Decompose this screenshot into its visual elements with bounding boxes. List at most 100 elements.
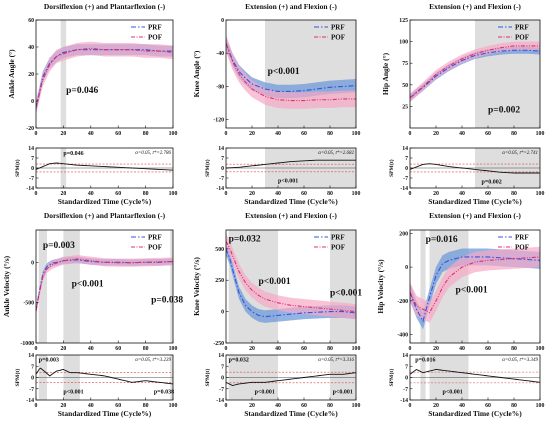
p-value-annotation: p=0.046 <box>63 151 83 157</box>
y-tick-label: -20 <box>26 126 34 132</box>
p-value-annotation: p<0.001 <box>333 390 353 396</box>
p-value-annotation: p<0.001 <box>443 390 463 396</box>
y-tick-label: -7 <box>219 387 224 393</box>
x-tick-label: 60 <box>485 191 491 197</box>
y-tick-label: 0 <box>221 166 224 172</box>
x-tick-label: 40 <box>459 403 465 409</box>
y-tick-label: 125 <box>399 18 408 24</box>
y-tick-label: 7 <box>31 364 34 370</box>
x-tick-label: 40 <box>275 346 281 352</box>
x-tick-label: 80 <box>327 403 333 409</box>
y-tick-label: 14 <box>28 146 34 152</box>
x-tick-label: 100 <box>169 403 178 409</box>
x-tick-label: 100 <box>352 191 361 197</box>
x-tick-label: 80 <box>143 191 149 197</box>
y-tick-label: -7 <box>403 176 408 182</box>
y-tick-label: 14 <box>28 353 34 359</box>
y-tick-label: 0 <box>405 166 408 172</box>
y-tick-label: 7 <box>405 364 408 370</box>
legend-label-pof: POF <box>331 34 345 42</box>
y-tick-label: 50 <box>402 83 408 89</box>
y-tick-label: -7 <box>219 176 224 182</box>
p-value-annotation: p<0.001 <box>259 277 291 287</box>
x-tick-label: 40 <box>88 403 94 409</box>
y-axis-label: SPM{t} <box>205 159 211 177</box>
x-tick-label: 100 <box>536 403 545 409</box>
y-tick-label: -400 <box>397 333 408 339</box>
x-tick-label: 40 <box>459 131 465 137</box>
x-tick-label: 40 <box>88 131 94 137</box>
spm-curve <box>36 162 173 171</box>
sd-band-pof <box>226 233 356 320</box>
panel-knee_angle: 0 20 40 60 80 100 -120 -80 -40 0 Knee Angle (°) Ext… <box>192 2 360 137</box>
legend-label-prf: PRF <box>148 234 162 242</box>
p-value-annotation: p=0.032 <box>229 234 261 244</box>
x-tick-label: 100 <box>352 346 361 352</box>
axes-frame <box>225 19 357 129</box>
significance-region <box>60 20 67 128</box>
x-tick-label: 100 <box>169 346 178 352</box>
panel-spm_ankle_velocity: 0 20 40 60 80 100 -14 -7 0 7 14 SPM{t} Standardized … <box>15 353 177 418</box>
y-tick-label: 0 <box>31 166 34 172</box>
y-tick-label: 0 <box>31 260 34 266</box>
p-value-annotation: p=0.002 <box>482 180 502 186</box>
spm-curve <box>226 372 356 387</box>
x-tick-label: 80 <box>327 346 333 352</box>
x-tick-label: 100 <box>536 131 545 137</box>
x-tick-label: 100 <box>352 403 361 409</box>
x-tick-label: 80 <box>143 131 149 137</box>
x-axis-label: Standardized Time (Cycle%) <box>244 197 338 206</box>
series-line-prf <box>410 256 540 323</box>
x-tick-label: 0 <box>409 346 412 352</box>
x-tick-label: 0 <box>409 131 412 137</box>
legend-label-prf: PRF <box>515 234 529 242</box>
y-tick-label: 75 <box>402 61 408 67</box>
x-tick-label: 0 <box>225 403 228 409</box>
significance-region <box>420 230 426 343</box>
legend-label-prf: PRF <box>331 24 345 32</box>
alpha-threshold-text: α=0.05, t*=2.682 <box>318 151 354 156</box>
x-tick-label: 100 <box>536 346 545 352</box>
x-tick-label: 0 <box>35 346 38 352</box>
spm-curve <box>410 368 540 383</box>
legend-label-prf: PRF <box>331 234 345 242</box>
y-tick-label: 250 <box>215 278 224 284</box>
panel-spm_hip_angle: 0 20 40 60 80 100 -14 -7 0 7 14 SPM{t} Standardized … <box>389 146 544 206</box>
legend-label-prf: PRF <box>515 24 529 32</box>
y-tick-label: 0 <box>405 265 408 271</box>
sd-band-pof <box>226 34 356 109</box>
x-tick-label: 20 <box>61 403 67 409</box>
y-axis-label: SPM{t} <box>15 369 21 387</box>
p-value-annotation: p=0.016 <box>415 357 435 363</box>
x-tick-label: 60 <box>485 403 491 409</box>
sd-band-pof <box>36 255 173 315</box>
x-tick-label: 80 <box>143 403 149 409</box>
series-line-pof <box>226 43 356 102</box>
x-tick-label: 80 <box>511 403 517 409</box>
axes-frame <box>409 229 541 344</box>
x-tick-label: 80 <box>511 346 517 352</box>
p-value-annotation: p=0.038 <box>154 390 174 396</box>
axes-frame <box>409 19 541 129</box>
y-tick-label: -250 <box>213 341 224 347</box>
y-tick-label: -7 <box>29 387 34 393</box>
x-tick-label: 0 <box>409 403 412 409</box>
spm-curve <box>410 163 540 174</box>
y-tick-label: 7 <box>221 156 224 162</box>
significance-region <box>475 20 540 128</box>
y-tick-label: -120 <box>213 118 224 124</box>
x-tick-label: 40 <box>275 403 281 409</box>
series-line-pof <box>36 47 173 108</box>
x-axis-label: Standardized Time (Cycle%) <box>428 409 522 418</box>
y-axis-label: Knee Velocity (°/s) <box>192 257 201 316</box>
panel-title: Extension (+) and Flexion (-) <box>429 2 521 11</box>
x-tick-label: 100 <box>536 191 545 197</box>
x-tick-label: 20 <box>249 403 255 409</box>
p-value-annotation: p=0.003 <box>43 241 75 251</box>
y-axis-label: SPM{t} <box>389 159 395 177</box>
x-tick-label: 100 <box>352 131 361 137</box>
y-tick-label: 7 <box>31 156 34 162</box>
y-tick-label: -40 <box>216 51 224 57</box>
